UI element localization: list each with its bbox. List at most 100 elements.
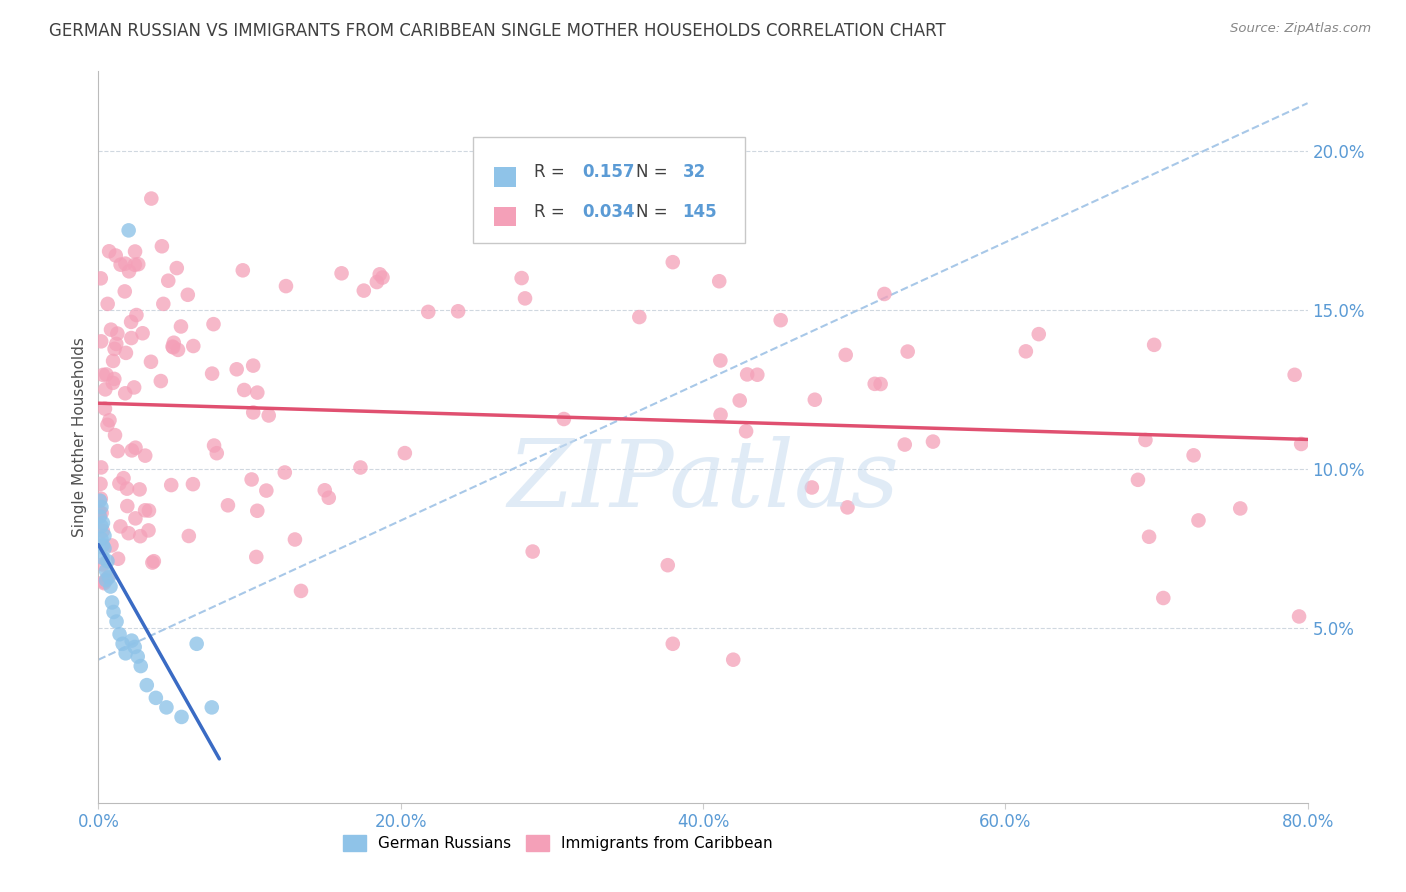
Point: [804, 392, 827, 407]
Point: [1229, 501, 1251, 516]
Point: [735, 424, 758, 438]
Point: [90, 271, 112, 285]
Point: [202, 317, 225, 331]
Point: [246, 385, 269, 400]
Point: [124, 511, 146, 525]
Point: [257, 409, 280, 423]
Point: [89, 493, 111, 508]
Point: [96, 368, 118, 382]
Point: [100, 538, 122, 552]
Point: [110, 258, 132, 272]
Point: [101, 376, 124, 390]
Point: [353, 284, 375, 298]
Point: [118, 264, 141, 278]
Point: [246, 504, 269, 518]
Point: [112, 471, 135, 485]
Point: [90, 519, 112, 533]
Point: [108, 627, 131, 641]
Point: [162, 340, 184, 354]
Point: [104, 248, 127, 262]
Text: 0.034: 0.034: [582, 202, 634, 221]
Point: [90, 532, 112, 546]
Text: R =: R =: [534, 162, 564, 180]
Point: [366, 275, 388, 289]
Point: [124, 244, 146, 259]
Point: [661, 637, 683, 651]
Point: [186, 637, 208, 651]
Point: [105, 326, 128, 341]
Point: [93, 541, 115, 556]
Point: [166, 261, 188, 276]
Point: [170, 710, 193, 724]
Point: [103, 372, 125, 386]
Point: [1137, 530, 1160, 544]
Point: [127, 257, 149, 271]
Point: [897, 344, 920, 359]
Point: [127, 649, 149, 664]
Point: [800, 481, 823, 495]
Point: [128, 483, 150, 497]
Point: [1126, 473, 1149, 487]
Point: [101, 595, 124, 609]
Point: [94, 383, 117, 397]
Point: [91, 538, 114, 552]
Point: [769, 313, 792, 327]
Point: [163, 335, 186, 350]
Text: Source: ZipAtlas.com: Source: ZipAtlas.com: [1230, 22, 1371, 36]
Point: [141, 192, 163, 206]
Point: [837, 500, 859, 515]
Point: [93, 529, 115, 543]
Point: [225, 362, 247, 376]
Point: [170, 319, 193, 334]
Point: [111, 637, 134, 651]
Point: [115, 482, 138, 496]
Point: [103, 605, 125, 619]
Point: [121, 633, 143, 648]
Point: [98, 413, 121, 427]
Point: [134, 449, 156, 463]
Point: [114, 257, 136, 271]
Point: [290, 583, 312, 598]
Point: [110, 519, 132, 533]
Point: [96, 554, 118, 568]
Point: [1015, 344, 1038, 359]
Text: N =: N =: [637, 202, 668, 221]
Point: [1288, 609, 1310, 624]
Point: [124, 441, 146, 455]
Point: [100, 580, 122, 594]
Y-axis label: Single Mother Households: Single Mother Households: [72, 337, 87, 537]
Point: [657, 558, 679, 573]
Point: [100, 323, 122, 337]
Point: [330, 266, 353, 280]
Point: [115, 346, 138, 360]
Point: [117, 526, 139, 541]
Text: 0.157: 0.157: [582, 162, 634, 180]
Point: [142, 554, 165, 568]
Point: [89, 476, 111, 491]
Point: [240, 473, 263, 487]
Point: [177, 529, 200, 543]
Point: [893, 437, 915, 451]
Point: [94, 401, 117, 416]
Point: [1284, 368, 1306, 382]
Point: [91, 368, 114, 382]
Point: [1028, 327, 1050, 342]
Point: [89, 509, 111, 524]
Point: [1135, 433, 1157, 447]
Point: [139, 355, 162, 369]
Point: [202, 438, 225, 452]
Point: [869, 377, 891, 392]
Point: [233, 383, 256, 397]
Point: [121, 443, 143, 458]
Point: [709, 408, 731, 422]
Point: [747, 368, 769, 382]
Point: [107, 551, 129, 566]
Point: [129, 659, 152, 673]
Point: [114, 285, 136, 299]
Point: [118, 223, 141, 237]
Point: [709, 353, 731, 368]
Point: [91, 558, 114, 572]
Point: [117, 499, 139, 513]
Point: [201, 700, 224, 714]
Legend: German Russians, Immigrants from Caribbean: German Russians, Immigrants from Caribbe…: [336, 830, 779, 857]
